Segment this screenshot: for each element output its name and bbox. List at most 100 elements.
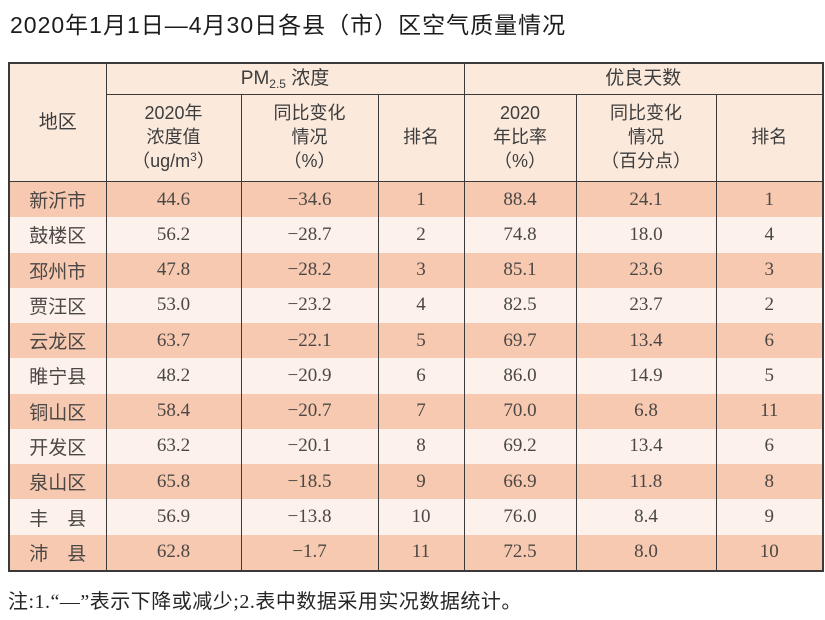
value-cell: 4: [377, 287, 465, 324]
table-header: 地区 PM2.5 浓度 优良天数 2020年 浓度值 （ug/m3） 同比变化 …: [8, 63, 824, 182]
value-cell: 11: [715, 393, 824, 429]
value-cell: 11: [377, 534, 465, 571]
region-cell: 睢宁县: [8, 358, 107, 394]
header-line: ）: [196, 150, 215, 171]
header-line: 同比变化: [273, 103, 346, 124]
value-cell: 44.6: [105, 181, 242, 218]
value-cell: 5: [715, 358, 824, 394]
value-cell: 69.7: [463, 323, 577, 359]
region-cell: 新沂市: [8, 181, 107, 218]
table-row: 铜山区 58.4 −20.7 7 70.0 6.8 11: [8, 393, 824, 429]
value-cell: 56.9: [105, 499, 242, 535]
value-cell: 63.7: [105, 323, 242, 359]
value-cell: −23.2: [240, 287, 379, 324]
table-row: 邳州市 47.8 −28.2 3 85.1 23.6 3: [8, 252, 824, 288]
value-cell: 1: [715, 181, 824, 218]
column-group-good-days: 优良天数: [463, 63, 824, 95]
pm25-subscript: 2.5: [269, 76, 286, 91]
value-cell: 13.4: [575, 428, 717, 465]
value-cell: 10: [715, 534, 824, 571]
value-cell: 7: [377, 393, 465, 429]
value-cell: −20.7: [240, 393, 379, 429]
table-row: 丰 县 56.9 −13.8 10 76.0 8.4 9: [8, 499, 824, 535]
value-cell: −22.1: [240, 323, 379, 359]
header-line: （百分点）: [601, 150, 692, 171]
header-line: 情况: [628, 127, 665, 148]
value-cell: 14.9: [575, 358, 717, 394]
value-cell: 69.2: [463, 428, 577, 465]
value-cell: 47.8: [105, 252, 242, 288]
value-cell: −1.7: [240, 534, 379, 571]
value-cell: 85.1: [463, 252, 577, 288]
region-cell: 鼓楼区: [8, 217, 107, 253]
value-cell: 76.0: [463, 499, 577, 535]
region-cell: 邳州市: [8, 252, 107, 288]
region-cell: 云龙区: [8, 323, 107, 359]
pm25-label-main: PM: [240, 67, 270, 89]
region-cell: 开发区: [8, 428, 107, 465]
value-cell: 62.8: [105, 534, 242, 571]
region-cell: 泉山区: [8, 464, 107, 500]
column-group-pm25: PM2.5 浓度: [105, 63, 465, 95]
value-cell: 8.0: [575, 534, 717, 571]
value-cell: 23.6: [575, 252, 717, 288]
table-row: 云龙区 63.7 −22.1 5 69.7 13.4 6: [8, 323, 824, 359]
value-cell: 8.4: [575, 499, 717, 535]
table-row: 鼓楼区 56.2 −28.7 2 74.8 18.0 4: [8, 217, 824, 253]
value-cell: 2: [715, 287, 824, 324]
value-cell: 23.7: [575, 287, 717, 324]
table-row: 沛 县 62.8 −1.7 11 72.5 8.0 10: [8, 534, 824, 571]
value-cell: 6: [377, 358, 465, 394]
region-cell: 丰 县: [8, 499, 107, 535]
column-header-ratio: 2020 年比率 （%）: [463, 94, 577, 182]
table-row: 泉山区 65.8 −18.5 9 66.9 11.8 8: [8, 464, 824, 500]
value-cell: 5: [377, 323, 465, 359]
header-line: 2020年: [144, 103, 203, 124]
region-cell: 贾汪区: [8, 287, 107, 324]
header-group-row: 地区 PM2.5 浓度 优良天数: [8, 63, 824, 182]
value-cell: 86.0: [463, 358, 577, 394]
value-cell: 9: [377, 464, 465, 500]
cubed-superscript: 3: [190, 149, 197, 164]
value-cell: 56.2: [105, 217, 242, 253]
value-cell: 74.8: [463, 217, 577, 253]
value-cell: 82.5: [463, 287, 577, 324]
table-row: 开发区 63.2 −20.1 8 69.2 13.4 6: [8, 428, 824, 465]
value-cell: 58.4: [105, 393, 242, 429]
value-cell: 72.5: [463, 534, 577, 571]
value-cell: 2: [377, 217, 465, 253]
header-line: （ug/m: [132, 150, 191, 171]
header-line: （%）: [283, 150, 336, 171]
value-cell: 53.0: [105, 287, 242, 324]
value-cell: 65.8: [105, 464, 242, 500]
value-cell: 48.2: [105, 358, 242, 394]
column-header-rank-pm: 排名: [377, 94, 465, 182]
header-line: 2020: [500, 103, 541, 124]
value-cell: −34.6: [240, 181, 379, 218]
region-cell: 铜山区: [8, 393, 107, 429]
column-header-region: 地区: [8, 63, 107, 182]
value-cell: 66.9: [463, 464, 577, 500]
header-line: 年比率: [493, 127, 548, 148]
value-cell: 3: [715, 252, 824, 288]
value-cell: 10: [377, 499, 465, 535]
header-line: 同比变化: [610, 103, 683, 124]
value-cell: −28.7: [240, 217, 379, 253]
header-line: （%）: [494, 150, 547, 171]
value-cell: 9: [715, 499, 824, 535]
value-cell: 13.4: [575, 323, 717, 359]
page-title: 2020年1月1日—4月30日各县（市）区空气质量情况: [10, 12, 567, 38]
value-cell: −18.5: [240, 464, 379, 500]
value-cell: −28.2: [240, 252, 379, 288]
air-quality-table: 地区 PM2.5 浓度 优良天数 2020年 浓度值 （ug/m3） 同比变化 …: [8, 62, 825, 572]
table-row: 贾汪区 53.0 −23.2 4 82.5 23.7 2: [8, 287, 824, 324]
value-cell: 3: [377, 252, 465, 288]
header-sub-row: 2020年 浓度值 （ug/m3） 同比变化 情况 （%） 排名 2020 年比…: [9, 94, 824, 182]
footnote: 注:1.“—”表示下降或减少;2.表中数据采用实况数据统计。: [8, 591, 522, 613]
value-cell: 70.0: [463, 393, 577, 429]
pm25-label-rest: 浓度: [285, 67, 330, 89]
value-cell: 1: [377, 181, 465, 218]
value-cell: 6: [715, 323, 824, 359]
table-body: 新沂市 44.6 −34.6 1 88.4 24.1 1 鼓楼区 56.2 −28.7 2 74.8 1…: [8, 181, 824, 571]
